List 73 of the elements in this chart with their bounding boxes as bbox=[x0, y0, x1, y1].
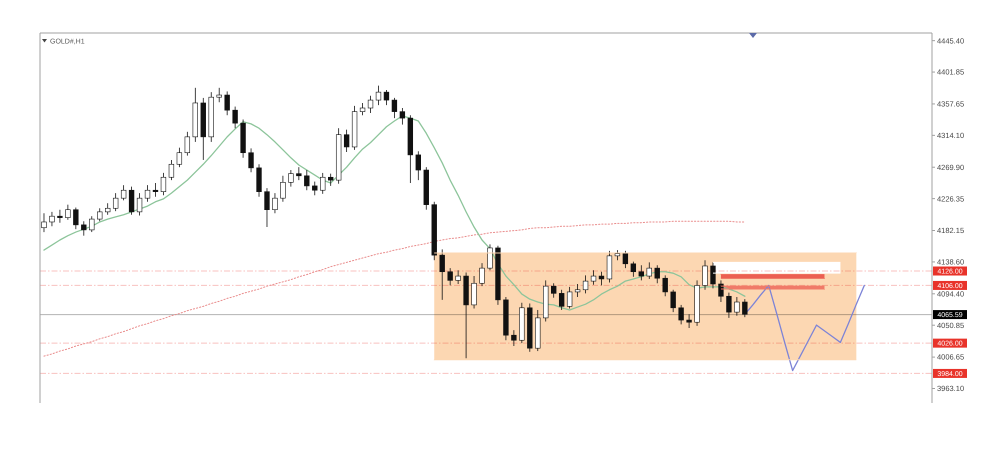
candlestick bbox=[702, 260, 708, 290]
candlestick bbox=[304, 170, 310, 191]
candlestick bbox=[710, 262, 716, 289]
candlestick bbox=[168, 160, 174, 181]
candlestick bbox=[152, 182, 158, 198]
candlestick bbox=[455, 270, 461, 284]
candlestick bbox=[622, 250, 628, 269]
candlestick bbox=[614, 250, 620, 261]
candlestick bbox=[726, 292, 732, 318]
candlestick bbox=[638, 264, 644, 281]
candlestick bbox=[487, 244, 493, 271]
candlestick bbox=[734, 296, 740, 316]
candlestick bbox=[41, 212, 47, 232]
candlestick bbox=[440, 248, 445, 300]
candlestick bbox=[89, 216, 94, 232]
candlestick bbox=[416, 150, 421, 181]
candlestick bbox=[742, 298, 748, 318]
candlestick bbox=[598, 271, 604, 286]
candlestick bbox=[678, 304, 684, 325]
candlestick bbox=[654, 264, 660, 284]
candlestick bbox=[264, 188, 270, 228]
candlestick bbox=[384, 90, 390, 106]
candlestick bbox=[81, 220, 86, 236]
candlestick bbox=[160, 172, 166, 196]
candlestick bbox=[328, 173, 334, 186]
candlestick bbox=[256, 164, 262, 198]
line-series bbox=[43, 220, 746, 357]
candlestick bbox=[97, 208, 102, 222]
candlestick bbox=[670, 289, 676, 313]
candlestick bbox=[120, 184, 126, 201]
candlestick bbox=[232, 106, 238, 129]
candlestick bbox=[344, 129, 350, 152]
candlestick bbox=[400, 108, 406, 125]
candlestick bbox=[73, 207, 79, 230]
candlestick bbox=[558, 289, 564, 310]
candlestick bbox=[216, 87, 222, 103]
candlestick bbox=[686, 314, 692, 328]
candlestick bbox=[511, 330, 517, 346]
candlestick bbox=[65, 204, 71, 220]
candlestick bbox=[224, 91, 230, 116]
candlestick bbox=[376, 85, 382, 106]
candlestick bbox=[112, 192, 118, 212]
candlestick bbox=[368, 95, 374, 114]
candlestick bbox=[630, 261, 636, 278]
candlestick bbox=[392, 98, 398, 119]
candlestick bbox=[176, 147, 182, 168]
candlestick bbox=[606, 250, 612, 283]
candlestick bbox=[447, 268, 453, 286]
candlestick bbox=[49, 211, 55, 227]
candlestick bbox=[718, 280, 724, 302]
candlestick bbox=[128, 186, 134, 216]
candlestick bbox=[471, 276, 477, 309]
candlestick bbox=[280, 175, 286, 202]
candlestick bbox=[296, 166, 302, 181]
candlestick bbox=[312, 181, 318, 196]
candlestick bbox=[551, 282, 556, 298]
candlestick bbox=[136, 192, 142, 216]
candlestick bbox=[184, 131, 190, 156]
candlestick bbox=[248, 148, 254, 173]
candlestick bbox=[288, 170, 294, 188]
candlestick bbox=[360, 102, 366, 116]
candlestick bbox=[320, 172, 326, 194]
candlestick bbox=[662, 274, 668, 297]
candlestick bbox=[566, 286, 572, 309]
candlestick bbox=[479, 262, 485, 287]
candlestick bbox=[590, 270, 596, 286]
candlestick bbox=[57, 209, 63, 224]
candlestick bbox=[582, 274, 588, 294]
candlestick bbox=[144, 184, 150, 202]
candlestick bbox=[646, 262, 652, 280]
candlestick bbox=[105, 202, 110, 216]
candlestick bbox=[574, 284, 580, 298]
candlestick bbox=[272, 192, 278, 214]
